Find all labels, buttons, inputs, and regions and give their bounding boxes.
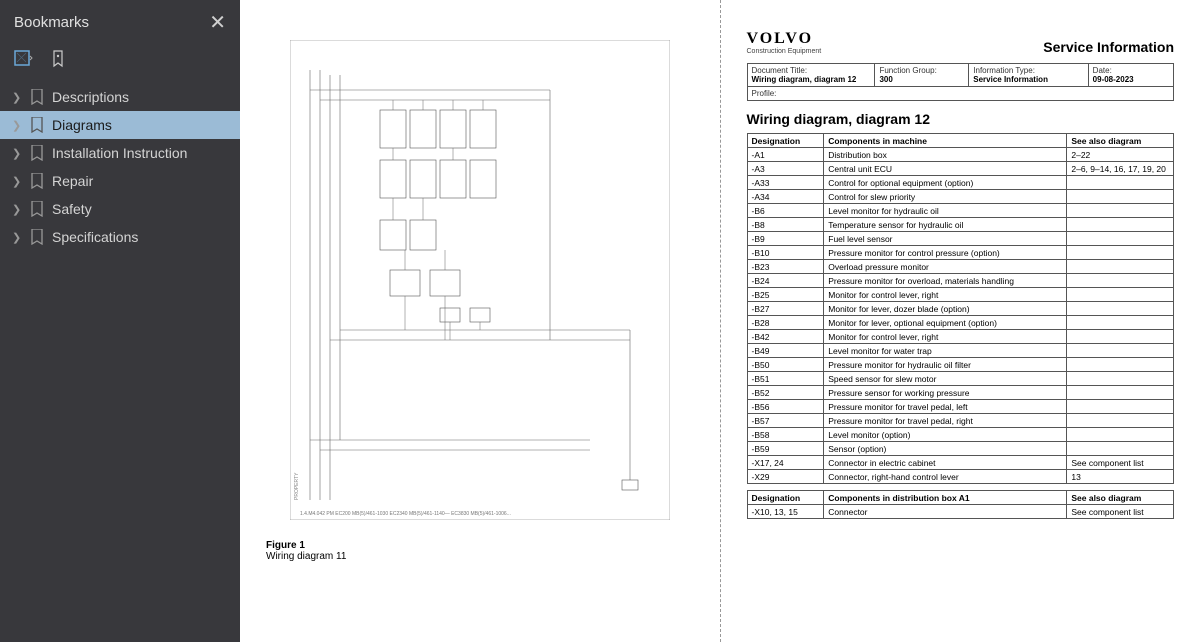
table-header: Components in machine bbox=[824, 134, 1067, 148]
table-row: -X29Connector, right-hand control lever1… bbox=[747, 470, 1174, 484]
table-row: -B42Monitor for control lever, right bbox=[747, 330, 1174, 344]
table-row: -B6Level monitor for hydraulic oil bbox=[747, 204, 1174, 218]
sidebar-item-label: Installation Instruction bbox=[52, 145, 187, 161]
table-row: -B8Temperature sensor for hydraulic oil bbox=[747, 218, 1174, 232]
components-distbox-table: DesignationComponents in distribution bo… bbox=[747, 490, 1175, 519]
table-row: -B51Speed sensor for slew motor bbox=[747, 372, 1174, 386]
table-row: -A34Control for slew priority bbox=[747, 190, 1174, 204]
table-row: -A33Control for optional equipment (opti… bbox=[747, 176, 1174, 190]
table-header: See also diagram bbox=[1067, 491, 1174, 505]
sidebar-item-descriptions[interactable]: ❯ Descriptions bbox=[0, 83, 240, 111]
doc-header: VOLVO Construction Equipment Service Inf… bbox=[747, 30, 1175, 55]
sidebar-title: Bookmarks bbox=[14, 14, 89, 31]
table-row: -X17, 24Connector in electric cabinetSee… bbox=[747, 456, 1174, 470]
table-row: -X10, 13, 15ConnectorSee component list bbox=[747, 505, 1174, 519]
table-header: See also diagram bbox=[1067, 134, 1174, 148]
bookmark-icon bbox=[30, 173, 44, 189]
table-row: -B52Pressure sensor for working pressure bbox=[747, 386, 1174, 400]
chevron-right-icon: ❯ bbox=[12, 147, 22, 160]
table-row: -B28Monitor for lever, optional equipmen… bbox=[747, 316, 1174, 330]
brand-subtitle: Construction Equipment bbox=[747, 48, 822, 55]
brand-logo: VOLVO bbox=[747, 30, 822, 48]
table-row: -B57Pressure monitor for travel pedal, r… bbox=[747, 414, 1174, 428]
sidebar-item-label: Safety bbox=[52, 201, 92, 217]
sidebar-item-safety[interactable]: ❯ Safety bbox=[0, 195, 240, 223]
components-machine-table: DesignationComponents in machineSee also… bbox=[747, 133, 1175, 484]
chevron-right-icon: ❯ bbox=[12, 231, 22, 244]
table-row: -B25Monitor for control lever, right bbox=[747, 288, 1174, 302]
schematic-footer: 1.4.M4.042 PM EC200 MB(5)/461-1030 EC234… bbox=[300, 511, 511, 517]
bookmark-icon bbox=[30, 201, 44, 217]
table-row: -B58Level monitor (option) bbox=[747, 428, 1174, 442]
figure-subcaption: Wiring diagram 11 bbox=[266, 551, 694, 562]
sidebar-item-label: Descriptions bbox=[52, 89, 129, 105]
figure-caption: Figure 1 Wiring diagram 11 bbox=[266, 540, 694, 562]
bookmark-icon bbox=[30, 229, 44, 245]
chevron-right-icon: ❯ bbox=[12, 119, 22, 132]
bookmark-list: ❯ Descriptions ❯ Diagrams ❯ Installation… bbox=[0, 79, 240, 255]
bookmark-ribbon-icon[interactable] bbox=[48, 49, 68, 69]
sidebar-item-diagrams[interactable]: ❯ Diagrams bbox=[0, 111, 240, 139]
bookmarks-sidebar: Bookmarks ✕ ❯ Descriptions ❯ Diagrams ❯ … bbox=[0, 0, 240, 642]
table-row: -A1Distribution box2–22 bbox=[747, 148, 1174, 162]
pdf-page-right: VOLVO Construction Equipment Service Inf… bbox=[721, 0, 1200, 642]
sidebar-header: Bookmarks ✕ bbox=[0, 0, 240, 43]
sidebar-item-repair[interactable]: ❯ Repair bbox=[0, 167, 240, 195]
sidebar-item-specifications[interactable]: ❯ Specifications bbox=[0, 223, 240, 251]
table-row: -B23Overload pressure monitor bbox=[747, 260, 1174, 274]
table-row: -B27Monitor for lever, dozer blade (opti… bbox=[747, 302, 1174, 316]
table-header: Designation bbox=[747, 491, 824, 505]
table-row: -A3Central unit ECU2–6, 9–14, 16, 17, 19… bbox=[747, 162, 1174, 176]
expand-bookmark-icon[interactable] bbox=[14, 49, 34, 69]
figure-label: Figure 1 bbox=[266, 540, 694, 551]
table-row: -B49Level monitor for water trap bbox=[747, 344, 1174, 358]
pdf-content[interactable]: AUTOPDF.NET bbox=[240, 0, 1200, 642]
close-icon[interactable]: ✕ bbox=[209, 10, 226, 35]
meta-table: Document Title:Wiring diagram, diagram 1… bbox=[747, 63, 1175, 101]
table-header: Designation bbox=[747, 134, 824, 148]
svg-text:PROPERTY: PROPERTY bbox=[294, 472, 300, 500]
pdf-page-left: 1.4.M4.042 PM EC200 MB(5)/461-1030 EC234… bbox=[240, 0, 720, 642]
chevron-right-icon: ❯ bbox=[12, 91, 22, 104]
table-row: -B56Pressure monitor for travel pedal, l… bbox=[747, 400, 1174, 414]
sidebar-item-installation[interactable]: ❯ Installation Instruction bbox=[0, 139, 240, 167]
bookmark-icon bbox=[30, 117, 44, 133]
bookmark-icon bbox=[30, 89, 44, 105]
table-row: -B9Fuel level sensor bbox=[747, 232, 1174, 246]
wiring-schematic: 1.4.M4.042 PM EC200 MB(5)/461-1030 EC234… bbox=[290, 40, 670, 520]
table-header: Components in distribution box A1 bbox=[824, 491, 1067, 505]
table-row: -B50Pressure monitor for hydraulic oil f… bbox=[747, 358, 1174, 372]
chevron-right-icon: ❯ bbox=[12, 203, 22, 216]
sidebar-item-label: Repair bbox=[52, 173, 93, 189]
sidebar-toolbar bbox=[0, 43, 240, 79]
sidebar-item-label: Specifications bbox=[52, 229, 138, 245]
service-info-heading: Service Information bbox=[1043, 39, 1174, 55]
section-title: Wiring diagram, diagram 12 bbox=[747, 111, 1175, 127]
table-row: -B10Pressure monitor for control pressur… bbox=[747, 246, 1174, 260]
table-row: -B59Sensor (option) bbox=[747, 442, 1174, 456]
sidebar-item-label: Diagrams bbox=[52, 117, 112, 133]
bookmark-icon bbox=[30, 145, 44, 161]
table-row: -B24Pressure monitor for overload, mater… bbox=[747, 274, 1174, 288]
chevron-right-icon: ❯ bbox=[12, 175, 22, 188]
